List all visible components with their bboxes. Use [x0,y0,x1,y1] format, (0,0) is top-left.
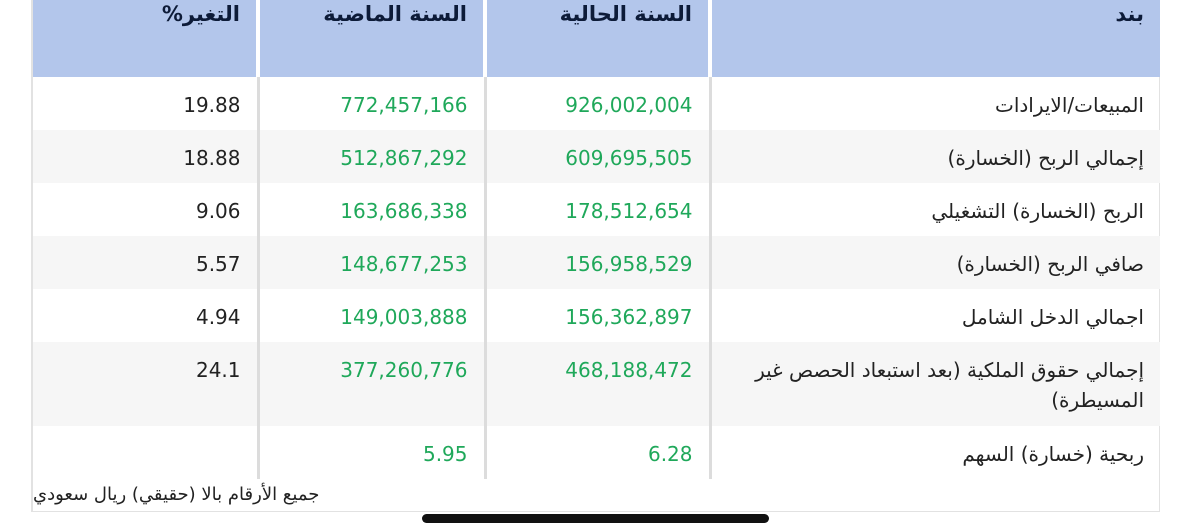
table-row: ربحية (خسارة) السهم 6.28 5.95 [33,426,1160,479]
row-change: 5.57 [33,236,258,289]
row-change: 9.06 [195,199,241,223]
row-previous-value: 163,686,338 [256,183,485,236]
header-previous-year: السنة الماضية [256,0,485,77]
table-row: الربح (الخسارة) التشغيلي 178,512,654 163,6… [33,183,1160,236]
row-current-value: 6.28 [483,426,710,479]
header-row: بند السنة الحالية السنة الماضية التغير% [33,0,1160,77]
table-row: إجمالي حقوق الملكية (بعد استبعاد الحصص غ… [33,342,1160,426]
table-row: صافي الربح (الخسارة) 156,958,529 148,677,2… [33,236,1160,289]
row-current-value: 178,512,654 [483,183,710,236]
row-item: ربحية (خسارة) السهم [708,426,1160,479]
table-row: المبيعات/الايرادات 926,002,004 772,457,166… [33,77,1160,130]
row-previous-value: 148,677,253 [256,236,485,289]
row-change: 18.88 [33,130,258,183]
header-item: بند [708,0,1160,77]
row-current-value: 926,002,004 [483,77,710,130]
row-change: 19.88 [183,93,241,117]
header-current-year: السنة الحالية [483,0,710,77]
row-previous-value: 772,457,166 [256,77,485,130]
row-previous-value: 149,003,888 [256,289,485,342]
row-item: الربح (الخسارة) التشغيلي [708,183,1160,236]
row-current-value: 156,958,529 [483,236,710,289]
row-item: إجمالي حقوق الملكية (بعد استبعاد الحصص غ… [708,342,1160,426]
header-change: التغير% [33,0,258,77]
row-change: 4.94 [195,305,241,329]
footnote: جميع الأرقام بالا (حقيقي) ريال سعودي [33,484,320,505]
home-indicator[interactable] [422,514,769,523]
table-row: اجمالي الدخل الشامل 156,362,897 149,003,88… [33,289,1160,342]
row-current-value: 156,362,897 [483,289,710,342]
row-previous-value: 377,260,776 [256,342,485,426]
row-item: إجمالي الربح (الخسارة) [708,130,1160,183]
financial-table: بند السنة الحالية السنة الماضية التغير% … [33,0,1160,479]
row-change [33,426,258,479]
row-item: صافي الربح (الخسارة) [708,236,1160,289]
row-previous-value: 5.95 [256,426,485,479]
row-current-value: 609,695,505 [483,130,710,183]
table-row: إجمالي الربح (الخسارة) 609,695,505 512,867… [33,130,1160,183]
row-previous-value: 512,867,292 [256,130,485,183]
row-item: المبيعات/الايرادات [708,77,1160,130]
row-item: اجمالي الدخل الشامل [708,289,1160,342]
row-change: 24.1 [33,342,258,426]
row-current-value: 468,188,472 [483,342,710,426]
